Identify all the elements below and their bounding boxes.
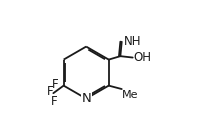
- Text: Me: Me: [122, 90, 139, 100]
- Text: OH: OH: [133, 51, 151, 64]
- Text: NH: NH: [124, 35, 142, 48]
- Text: N: N: [81, 92, 91, 105]
- Text: F: F: [47, 85, 53, 98]
- Text: F: F: [51, 95, 57, 108]
- Text: F: F: [51, 78, 58, 91]
